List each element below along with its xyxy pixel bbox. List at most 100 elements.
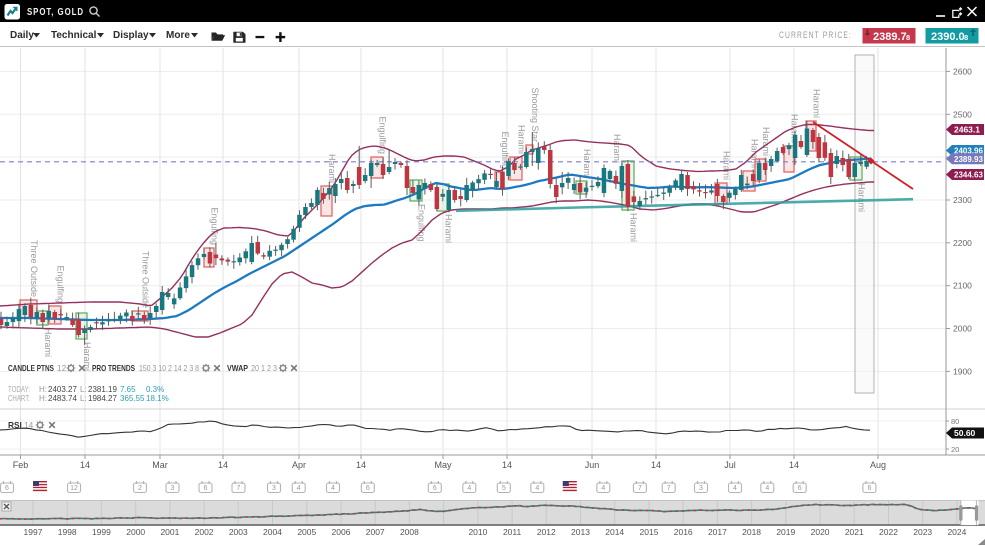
svg-text:1900: 1900 bbox=[953, 366, 972, 376]
svg-text:Harami: Harami bbox=[327, 154, 337, 183]
svg-text:2381.19: 2381.19 bbox=[88, 385, 117, 394]
svg-text:6: 6 bbox=[433, 485, 437, 492]
svg-text:12: 12 bbox=[57, 363, 67, 373]
svg-text:8: 8 bbox=[906, 33, 910, 42]
svg-text:H:: H: bbox=[39, 385, 47, 394]
svg-text:2024: 2024 bbox=[947, 527, 966, 537]
svg-text:Technical: Technical bbox=[51, 30, 97, 41]
svg-text:2000: 2000 bbox=[126, 527, 145, 537]
svg-text:14: 14 bbox=[502, 460, 512, 470]
svg-text:Harami: Harami bbox=[761, 127, 771, 156]
svg-text:Harami: Harami bbox=[43, 328, 53, 357]
svg-text:2000: 2000 bbox=[953, 324, 972, 334]
svg-text:Harami: Harami bbox=[722, 151, 732, 180]
svg-text:Engulfing: Engulfing bbox=[500, 131, 510, 169]
svg-text:14: 14 bbox=[356, 460, 366, 470]
svg-text:4: 4 bbox=[765, 485, 769, 492]
svg-text:4: 4 bbox=[467, 485, 471, 492]
svg-text:Jun: Jun bbox=[585, 460, 600, 470]
svg-text:2013: 2013 bbox=[571, 527, 590, 537]
svg-text:2483.74: 2483.74 bbox=[48, 394, 77, 403]
svg-text:Harami: Harami bbox=[857, 183, 867, 212]
svg-text:365.55: 365.55 bbox=[120, 394, 145, 403]
svg-text:2011: 2011 bbox=[503, 527, 522, 537]
svg-text:Aug: Aug bbox=[870, 460, 886, 470]
svg-text:12: 12 bbox=[70, 485, 78, 492]
svg-text:4: 4 bbox=[733, 485, 737, 492]
svg-text:2001: 2001 bbox=[160, 527, 179, 537]
svg-text:8: 8 bbox=[964, 33, 968, 42]
svg-text:Harami: Harami bbox=[790, 114, 800, 143]
svg-text:2008: 2008 bbox=[400, 527, 419, 537]
svg-text:Display: Display bbox=[113, 30, 149, 41]
svg-text:RSI: RSI bbox=[8, 420, 22, 430]
svg-text:7: 7 bbox=[237, 485, 241, 492]
svg-text:150 3 10 2 14 2 3 8: 150 3 10 2 14 2 3 8 bbox=[139, 363, 199, 373]
svg-text:3: 3 bbox=[171, 485, 175, 492]
svg-text:2012: 2012 bbox=[537, 527, 556, 537]
svg-text:80: 80 bbox=[951, 417, 959, 426]
svg-text:4: 4 bbox=[297, 485, 301, 492]
svg-text:6: 6 bbox=[798, 485, 802, 492]
svg-text:2017: 2017 bbox=[708, 527, 727, 537]
svg-text:L:: L: bbox=[80, 394, 87, 403]
svg-text:2: 2 bbox=[138, 485, 142, 492]
svg-text:1999: 1999 bbox=[92, 527, 111, 537]
svg-text:5: 5 bbox=[502, 485, 506, 492]
svg-text:6: 6 bbox=[5, 485, 9, 492]
svg-text:Daily: Daily bbox=[10, 30, 34, 41]
svg-text:2403.96: 2403.96 bbox=[954, 147, 983, 156]
svg-text:TODAY:: TODAY: bbox=[8, 385, 30, 394]
svg-text:2015: 2015 bbox=[640, 527, 659, 537]
svg-text:2020: 2020 bbox=[811, 527, 830, 537]
svg-text:VWAP: VWAP bbox=[227, 363, 248, 373]
svg-text:20 1 2 3: 20 1 2 3 bbox=[251, 363, 277, 373]
svg-text:2014: 2014 bbox=[605, 527, 624, 537]
svg-text:6: 6 bbox=[204, 485, 208, 492]
svg-text:2018: 2018 bbox=[742, 527, 761, 537]
svg-text:14: 14 bbox=[80, 460, 90, 470]
svg-text:Engulfing: Engulfing bbox=[210, 207, 220, 245]
svg-text:CURRENT PRICE:: CURRENT PRICE: bbox=[779, 30, 852, 40]
svg-text:50.60: 50.60 bbox=[954, 428, 976, 438]
svg-text:H:: H: bbox=[39, 394, 47, 403]
svg-text:14: 14 bbox=[651, 460, 661, 470]
svg-text:Harami: Harami bbox=[517, 125, 527, 154]
svg-text:Feb: Feb bbox=[13, 460, 29, 470]
svg-text:2004: 2004 bbox=[263, 527, 282, 537]
svg-text:Engulfing: Engulfing bbox=[56, 265, 66, 303]
svg-text:Harami: Harami bbox=[612, 134, 622, 163]
svg-text:4: 4 bbox=[331, 485, 335, 492]
svg-text:Three Outside: Three Outside bbox=[141, 251, 151, 308]
svg-text:7.65: 7.65 bbox=[120, 385, 136, 394]
svg-text:4: 4 bbox=[601, 485, 605, 492]
svg-text:2005: 2005 bbox=[297, 527, 316, 537]
svg-text:2390.0: 2390.0 bbox=[931, 31, 965, 43]
svg-text:14: 14 bbox=[24, 420, 34, 430]
svg-text:2019: 2019 bbox=[776, 527, 795, 537]
svg-text:2100: 2100 bbox=[953, 281, 972, 291]
svg-text:Mar: Mar bbox=[152, 460, 168, 470]
svg-text:3: 3 bbox=[699, 485, 703, 492]
svg-text:1997: 1997 bbox=[24, 527, 43, 537]
svg-text:6: 6 bbox=[366, 485, 370, 492]
svg-text:2403.27: 2403.27 bbox=[48, 385, 77, 394]
svg-text:0.3%: 0.3% bbox=[146, 385, 164, 394]
svg-text:2016: 2016 bbox=[674, 527, 693, 537]
svg-text:2021: 2021 bbox=[845, 527, 864, 537]
svg-text:Harami: Harami bbox=[629, 213, 639, 242]
svg-text:7: 7 bbox=[638, 485, 642, 492]
svg-text:1984.27: 1984.27 bbox=[88, 394, 117, 403]
svg-text:1998: 1998 bbox=[58, 527, 77, 537]
svg-text:18.1%: 18.1% bbox=[146, 394, 169, 403]
svg-text:Harami: Harami bbox=[812, 89, 822, 118]
svg-text:2500: 2500 bbox=[953, 109, 972, 119]
svg-text:More: More bbox=[166, 30, 190, 41]
svg-text:CANDLE PTNS: CANDLE PTNS bbox=[8, 363, 54, 373]
svg-text:2007: 2007 bbox=[366, 527, 385, 537]
svg-text:Engulfing: Engulfing bbox=[378, 116, 388, 154]
svg-text:Three Outside: Three Outside bbox=[29, 240, 39, 297]
svg-text:PRO TRENDS: PRO TRENDS bbox=[92, 363, 135, 373]
svg-text:2600: 2600 bbox=[953, 66, 972, 76]
svg-text:Apr: Apr bbox=[292, 460, 306, 470]
